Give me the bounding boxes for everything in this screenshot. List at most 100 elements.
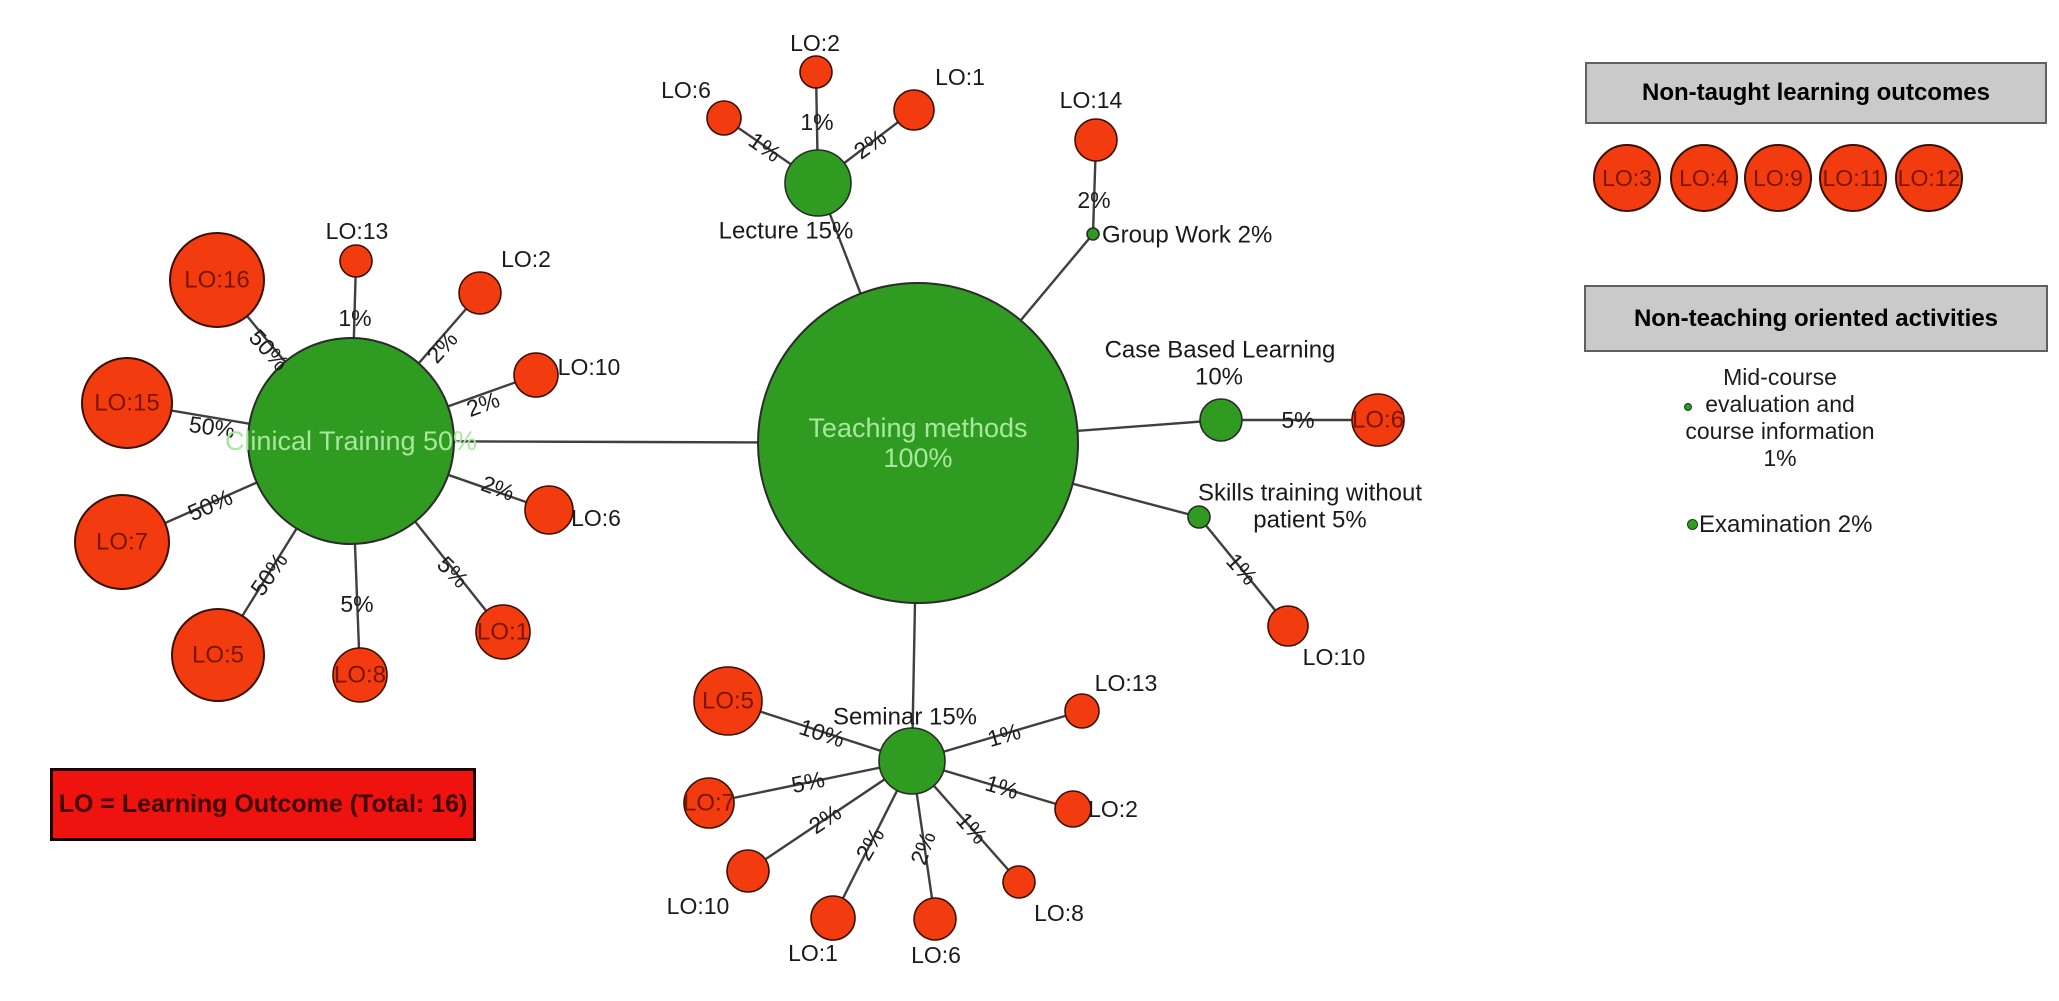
learning-outcome-node-s_lo6 [913, 897, 957, 941]
mid-course-line2: evaluation and [1705, 391, 1855, 417]
node-s_lo6-label: LO:6 [911, 942, 961, 968]
examination-label: Examination 2% [1699, 511, 1873, 538]
edge-label-cbl-cbl_lo6: 5% [1281, 407, 1314, 433]
mid-course-label: Mid-course evaluation and course informa… [1660, 364, 1900, 472]
learning-outcome-node-c_lo6 [524, 485, 574, 535]
learning-outcome-node-c_lo10 [513, 352, 559, 398]
edge-label-groupwork-gw_lo14: 2% [1077, 187, 1110, 213]
edge-label-clinical-c_lo10: 2% [463, 386, 503, 422]
examination-dot [1687, 519, 1698, 530]
method-node-skills [1187, 505, 1211, 529]
non-taught-legend-box: Non-taught learning outcomes [1585, 62, 2047, 124]
learning-outcome-node-c_lo16 [169, 232, 265, 328]
method-node-clinical [247, 337, 455, 545]
learning-outcome-node-s_lo10 [726, 849, 770, 893]
edge-label-seminar-s_lo13: 1% [984, 718, 1023, 752]
node-l_lo6-label: LO:6 [661, 77, 711, 103]
node-c_lo7-label: LO:7 [96, 529, 148, 556]
legend-lo4-circle: LO:4 [1670, 144, 1738, 212]
edge-label-seminar-s_lo7: 5% [789, 766, 827, 798]
lecture-label: Lecture 15% [719, 218, 854, 245]
node-cbl_lo6-label: LO:6 [1352, 407, 1404, 434]
node-c_lo1-label: LO:1 [477, 619, 529, 646]
learning-outcome-node-c_lo2 [458, 271, 502, 315]
node-c_lo15-label: LO:15 [94, 390, 159, 417]
edge-label-seminar-s_lo10: 2% [804, 799, 846, 839]
node-s_lo7-label: LO:7 [683, 790, 735, 817]
node-l_lo2-label: LO:2 [790, 30, 840, 56]
learning-outcome-node-gw_lo14 [1074, 118, 1118, 162]
method-node-lecture [784, 149, 852, 217]
method-node-cbl [1199, 398, 1243, 442]
node-teaching-label-line2: 100% [883, 443, 952, 473]
group-work-label: Group Work 2% [1102, 222, 1272, 249]
skills-label-line1: Skills training without [1198, 480, 1422, 507]
edge-label-seminar-s_lo1: 2% [850, 823, 889, 865]
node-s_lo13-label: LO:13 [1095, 670, 1158, 696]
learning-outcome-node-s_lo13 [1064, 693, 1100, 729]
learning-outcome-node-l_lo6 [706, 100, 742, 136]
learning-outcome-node-c_lo1 [475, 604, 531, 660]
learning-outcome-node-c_lo7 [74, 494, 170, 590]
edge-skills-sk_lo10 [1198, 516, 1289, 627]
node-s_lo10-label: LO:10 [667, 893, 730, 919]
learning-outcome-node-c_lo13 [339, 244, 373, 278]
learning-outcome-node-s_lo7 [683, 777, 735, 829]
node-c_lo5-label: LO:5 [192, 642, 244, 669]
mid-course-dot [1684, 403, 1692, 411]
edge-label-lecture-l_lo1: 2% [849, 124, 891, 164]
node-clinical-label-line1: Clinical Training 50% [225, 426, 477, 456]
node-teaching-label-line1: Teaching methods [808, 413, 1027, 443]
learning-outcome-node-sk_lo10 [1267, 605, 1309, 647]
edge-label-clinical-c_lo6: 2% [478, 470, 518, 506]
node-c_lo16-label: LO:16 [184, 267, 249, 294]
legend-lo12-circle: LO:12 [1895, 144, 1963, 212]
edge-label-seminar-s_lo6: 2% [905, 828, 941, 868]
edge-label-clinical-c_lo13: 1% [338, 305, 371, 331]
learning-outcome-node-l_lo2 [799, 55, 833, 89]
learning-outcome-node-s_lo8 [1002, 865, 1036, 899]
lo-note-box: LO = Learning Outcome (Total: 16) [50, 768, 476, 841]
node-c_lo8-label: LO:8 [334, 662, 386, 689]
edge-label-clinical-c_lo2: 2% [421, 326, 463, 368]
mid-course-line4: 1% [1763, 445, 1797, 471]
learning-outcome-node-s_lo5 [693, 666, 763, 736]
edge-label-seminar-s_lo2: 1% [982, 770, 1021, 805]
node-s_lo2-label: LO:2 [1088, 796, 1138, 822]
node-gw_lo14-label: LO:14 [1060, 87, 1123, 113]
skills-label-line2: patient 5% [1253, 507, 1366, 534]
mid-course-line3: course information [1685, 418, 1875, 444]
node-sk_lo10-label: LO:10 [1303, 644, 1366, 670]
legend-lo9-circle: LO:9 [1744, 144, 1812, 212]
edge-label-clinical-c_lo8: 5% [340, 591, 373, 617]
node-c_lo6-label: LO:6 [571, 505, 621, 531]
node-s_lo1-label: LO:1 [788, 940, 838, 966]
method-node-teaching [757, 282, 1079, 604]
seminar-label: Seminar 15% [833, 704, 977, 731]
edge-label-clinical-c_lo7: 50% [184, 484, 237, 526]
edge-seminar-s_lo7 [708, 759, 913, 805]
edge-label-clinical-c_lo15: 50% [187, 411, 236, 443]
non-teaching-legend-box: Non-teaching oriented activities [1584, 285, 2048, 352]
node-s_lo5-label: LO:5 [702, 688, 754, 715]
edge-label-clinical-c_lo5: 50% [245, 548, 293, 601]
mid-course-line1: Mid-course [1723, 364, 1837, 390]
method-node-groupwork [1086, 227, 1100, 241]
edge-label-lecture-l_lo2: 1% [800, 109, 833, 135]
node-c_lo2-label: LO:2 [501, 246, 551, 272]
learning-outcome-node-c_lo15 [81, 357, 173, 449]
learning-outcome-node-l_lo1 [893, 89, 935, 131]
learning-outcome-node-c_lo5 [171, 608, 265, 702]
cbl-label-line1: Case Based Learning [1105, 337, 1336, 364]
cbl-label-line2: 10% [1195, 364, 1243, 391]
node-l_lo1-label: LO:1 [935, 64, 985, 90]
edge-label-lecture-l_lo6: 1% [744, 127, 786, 167]
node-c_lo13-label: LO:13 [326, 218, 389, 244]
learning-outcome-node-s_lo1 [810, 895, 856, 941]
legend-lo11-circle: LO:11 [1819, 144, 1887, 212]
learning-outcome-node-s_lo2 [1054, 790, 1092, 828]
learning-outcome-node-cbl_lo6 [1351, 393, 1405, 447]
method-node-seminar [878, 727, 946, 795]
